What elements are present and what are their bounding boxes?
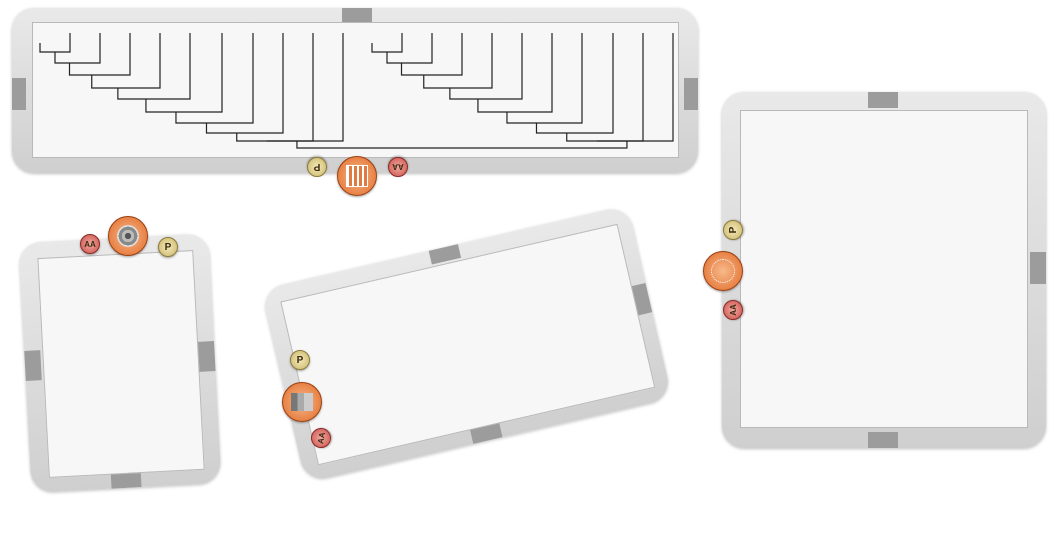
aa-button[interactable]: AA bbox=[80, 234, 100, 254]
p-button-label: P bbox=[727, 226, 739, 234]
tree-edge bbox=[296, 141, 628, 149]
tree-edge bbox=[175, 33, 254, 124]
tree-edge bbox=[54, 33, 101, 64]
tree-edge bbox=[535, 33, 614, 134]
tree-edge bbox=[91, 33, 161, 89]
layout-menu-button[interactable] bbox=[337, 156, 377, 196]
tree-edge bbox=[596, 33, 674, 142]
spiral-layout-icon bbox=[117, 225, 139, 247]
resize-handle-right[interactable] bbox=[684, 78, 698, 110]
tree-edge bbox=[266, 33, 344, 142]
p-button-label: P bbox=[296, 354, 304, 366]
radial-layout-icon bbox=[711, 259, 735, 283]
resize-handle-top[interactable] bbox=[342, 8, 372, 22]
dendrogram-layout-icon bbox=[346, 165, 368, 187]
aa-button-label: AA bbox=[728, 304, 738, 316]
layout-menu-button[interactable] bbox=[703, 251, 743, 291]
resize-handle-top[interactable] bbox=[868, 92, 898, 108]
dendrogram-canvas bbox=[32, 22, 679, 158]
tree-edge bbox=[506, 33, 583, 124]
radial-tree-panel[interactable] bbox=[722, 92, 1046, 448]
stepped-bar-layout-icon bbox=[291, 393, 313, 411]
resize-handle-right[interactable] bbox=[1030, 252, 1046, 284]
p-button[interactable]: P bbox=[158, 237, 178, 257]
tree-edge bbox=[117, 33, 191, 100]
aa-button-label: AA bbox=[84, 239, 96, 249]
dendrogram-panel[interactable] bbox=[12, 8, 698, 173]
p-button[interactable]: P bbox=[723, 220, 743, 240]
tree-edge bbox=[68, 33, 131, 76]
layout-menu-button[interactable] bbox=[108, 216, 148, 256]
p-button-label: P bbox=[164, 241, 172, 253]
resize-handle-bottom[interactable] bbox=[868, 432, 898, 448]
tree-edge bbox=[205, 33, 284, 134]
tree-edge bbox=[449, 33, 523, 100]
layout-menu-button[interactable] bbox=[282, 382, 322, 422]
tree-edge bbox=[423, 33, 493, 89]
tree-edge bbox=[145, 33, 223, 113]
tree-edge bbox=[477, 33, 553, 113]
radial-tree-canvas bbox=[740, 110, 1028, 428]
resize-handle-left[interactable] bbox=[12, 78, 26, 110]
tree-edge bbox=[400, 33, 463, 76]
tree-edge bbox=[386, 33, 433, 64]
p-button[interactable]: P bbox=[290, 350, 310, 370]
aa-button[interactable]: AA bbox=[723, 300, 743, 320]
